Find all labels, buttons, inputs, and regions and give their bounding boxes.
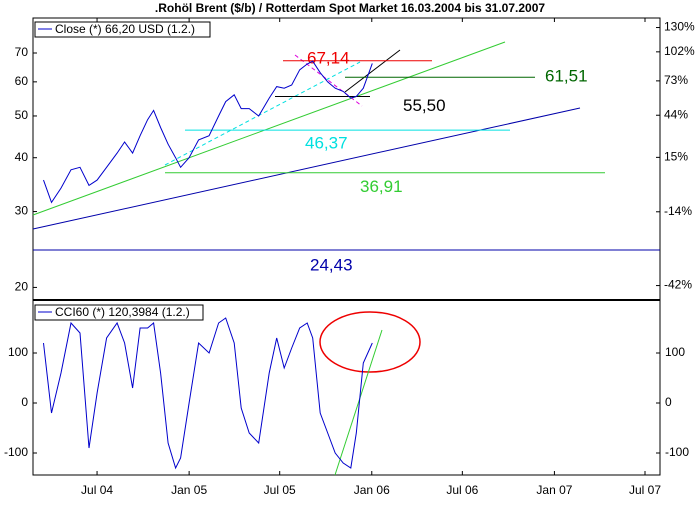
y-tick-label: 0 [665,395,672,409]
plot-frame [32,17,661,476]
trend-line [32,107,581,230]
chart-title: .Rohöl Brent ($/b) / Rotterdam Spot Mark… [155,1,545,15]
y-tick-label: 0 [21,395,28,409]
y2-tick-label: 15% [664,150,688,164]
y-tick-label: 50 [15,108,29,122]
y-tick-label: 100 [665,345,685,359]
y2-tick-label: -14% [664,204,692,218]
trend-line [334,329,383,476]
y2-tick-label: 102% [664,44,695,58]
x-tick-label: Jan 05 [171,483,207,497]
y-tick-label: -100 [4,445,28,459]
level-label: 61,51 [545,67,588,86]
level-label: 24,43 [310,255,353,274]
y-tick-label: 70 [15,45,29,59]
highlight-ellipse [319,311,421,373]
y2-tick-label: 73% [664,73,688,87]
y-tick-label: 30 [15,204,29,218]
y-tick-label: 40 [15,150,29,164]
y2-tick-label: -42% [664,278,692,292]
x-tick-label: Jul 05 [264,483,296,497]
y2-tick-label: 44% [664,107,688,121]
trend-line [32,41,506,216]
level-label: 55,50 [403,96,446,115]
price-line [43,60,373,204]
x-tick-label: Jul 04 [81,483,113,497]
x-tick-label: Jul 06 [446,483,478,497]
y-tick-label: 20 [15,280,29,294]
y-tick-label: 100 [8,345,28,359]
trend-line [344,49,401,93]
y2-tick-label: 130% [664,20,695,34]
level-label: 36,91 [360,177,403,196]
legend-box [34,21,211,38]
x-tick-label: Jan 07 [536,483,572,497]
y-tick-label: 60 [15,74,29,88]
trend-line [164,61,361,166]
level-label: 67,14 [307,48,350,67]
legend-box [34,304,204,321]
price-line [43,317,373,470]
x-tick-label: Jan 06 [354,483,390,497]
legend-label: CCI60 (*) 120,3984 (1.2.) [55,305,190,319]
legend-label: Close (*) 66,20 USD (1.2.) [55,22,195,36]
x-tick-label: Jul 07 [629,483,661,497]
y-tick-label: -100 [665,445,689,459]
legend: Close (*) 66,20 USD (1.2.) CCI60 (*) 120… [34,21,211,321]
level-label: 46,37 [305,134,348,153]
